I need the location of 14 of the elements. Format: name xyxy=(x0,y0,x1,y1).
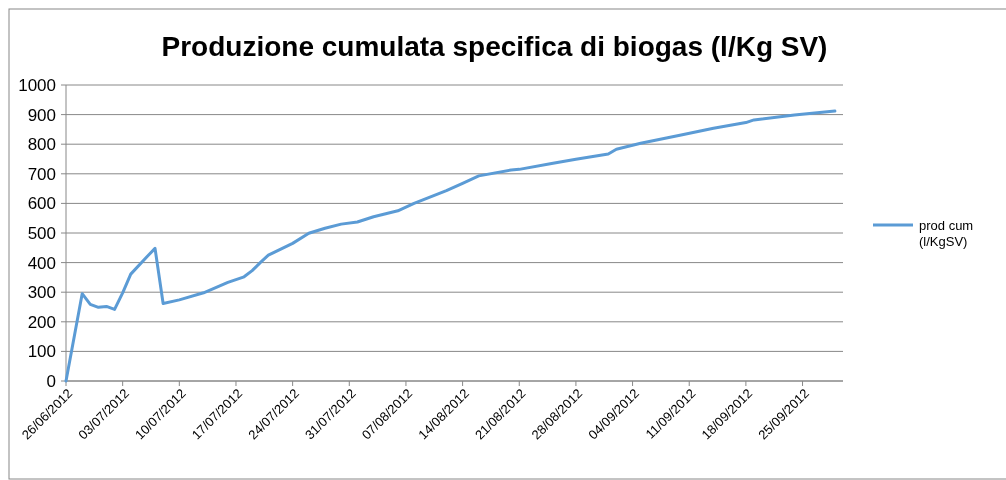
y-tick-label: 200 xyxy=(27,312,56,332)
line-series xyxy=(64,109,837,383)
chart-title: Produzione cumulata specifica di biogas (l/Kg SV) xyxy=(161,31,828,62)
y-tick-label: 0 xyxy=(46,371,56,391)
y-tick-label: 500 xyxy=(27,223,56,243)
y-tick-label: 1000 xyxy=(18,75,56,95)
y-tick-label: 300 xyxy=(27,283,56,303)
y-tick-label: 400 xyxy=(27,253,56,273)
y-tick-label: 600 xyxy=(27,194,56,214)
y-tick-label: 700 xyxy=(27,164,56,184)
y-tick-label: 900 xyxy=(27,105,56,125)
y-tick-label: 800 xyxy=(27,135,56,155)
legend-label: prod cum (l/KgSV) xyxy=(919,217,974,250)
y-tick-label: 100 xyxy=(27,342,56,362)
